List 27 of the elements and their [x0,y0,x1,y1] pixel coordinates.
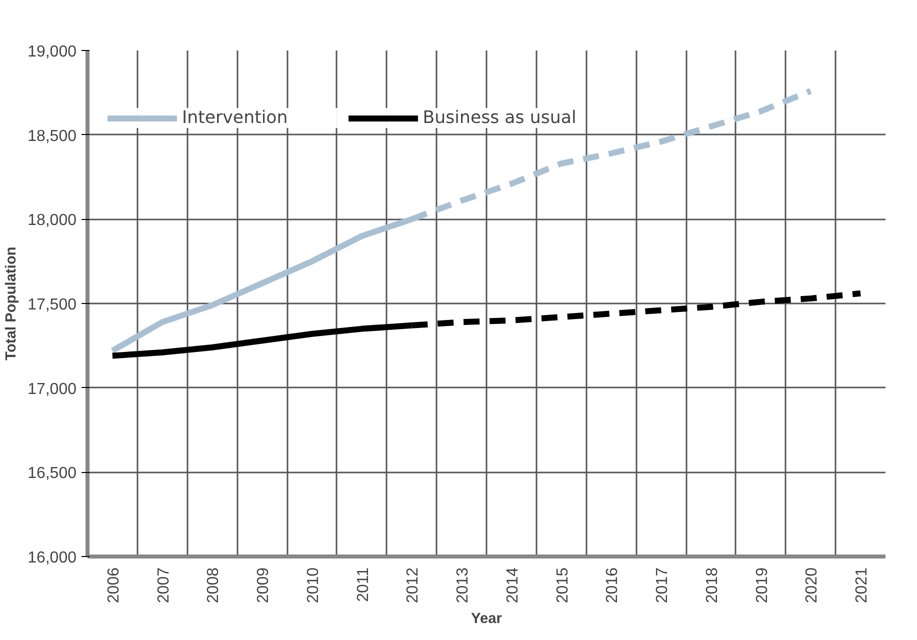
x-tick-label: 2012 [404,567,422,604]
x-tick-label: 2006 [105,567,122,604]
y-tick-label: 17,500 [28,296,77,314]
x-axis-title: Year [471,611,502,628]
x-tick-label: 2020 [804,567,821,604]
x-tick-label: 2013 [454,567,472,604]
x-tick-label: 2021 [854,567,871,604]
x-tick-label: 2019 [754,567,771,604]
x-tick-label: 2011 [354,567,372,602]
y-tick-label: 16,000 [28,550,77,566]
y-tick-label: 18,000 [28,212,77,230]
x-tick-label: 2008 [205,567,222,604]
x-tick-label: 2007 [155,567,172,604]
legend-label: Intervention [182,108,288,128]
y-tick-label: 16,500 [28,465,77,482]
x-tick-label: 2009 [255,567,272,604]
legend-label: Business as usual [422,108,576,128]
y-tick-label: 17,000 [28,380,77,398]
x-tick-label: 2010 [304,567,322,604]
x-tick-label: 2017 [654,567,672,604]
x-tick-label: 2018 [704,567,721,604]
y-axis-title: Total Population [4,246,20,360]
x-tick-label: 2016 [604,567,622,604]
x-tick-label: 2015 [554,567,572,604]
x-tick-label: 2014 [504,567,522,604]
y-tick-label: 19,000 [28,44,77,60]
y-tick-label: 18,500 [28,128,77,145]
